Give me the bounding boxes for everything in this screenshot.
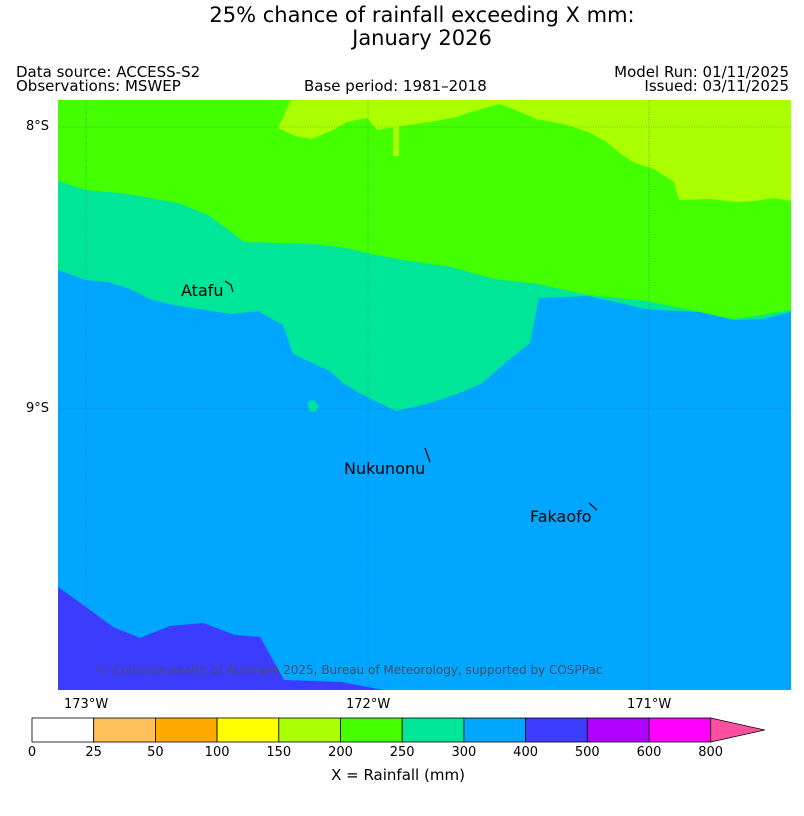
colorbar-swatch-5 [340,717,403,743]
colorbar-tick-0: 0 [27,745,37,760]
zone-150-200-strip [393,125,399,156]
colorbar-swatch-1 [93,717,156,743]
colorbar-tick-500: 500 [574,745,600,760]
colorbar-swatch-4 [278,717,341,743]
lon-label-171w: 171°W [627,697,672,712]
atafu-marker [224,280,234,293]
colorbar-swatch-2 [155,717,218,743]
colorbar-swatch-6 [401,717,465,743]
issued-date: Issued: 03/11/2025 [644,77,789,95]
colorbar-tick-800: 800 [698,745,724,760]
copyright-notice: © Commonwealth of Australia 2025, Bureau… [97,663,603,677]
colorbar-tick-200: 200 [328,745,353,760]
colorbar-swatch-3 [216,717,280,743]
observations: Observations: MSWEP [16,77,181,95]
base-period: Base period: 1981–2018 [304,77,487,95]
colorbar-swatch-9 [586,717,650,743]
zone-150-200 [278,100,791,202]
place-label-atafu: Atafu [181,281,224,300]
colorbar-tick-50: 50 [147,745,164,760]
colorbar-swatch-7 [463,717,526,743]
colorbar-tick-150: 150 [266,745,292,760]
colorbar-extend-arrow [710,717,765,743]
map-title-line2: January 2026 [352,26,492,50]
zone-400-500 [58,587,383,690]
data-source: Data source: ACCESS-S2 [16,63,201,81]
fakaofo-marker [588,502,598,511]
island-markers [224,280,598,511]
place-label-fakaofo: Fakaofo [530,507,592,526]
colorbar-tick-400: 400 [513,745,538,760]
colorbar-axis-label: X = Rainfall (mm) [331,766,465,784]
lat-label-8s: 8°S [26,119,50,134]
rainfall-map[interactable] [58,100,791,690]
model-run: Model Run: 01/11/2025 [614,63,789,81]
lat-label-9s: 9°S [26,401,50,416]
map-title-line1: 25% chance of rainfall exceeding X mm: [209,3,635,27]
colorbar-tick-100: 100 [204,745,230,760]
colorbar-tick-25: 25 [85,745,102,760]
colorbar-swatch-0 [31,717,95,743]
lon-label-172w: 172°W [346,697,391,712]
lon-label-173w: 173°W [64,697,109,712]
colorbar-swatch-8 [525,717,588,743]
place-label-nukunonu: Nukunonu [344,459,426,478]
zone-200-250 [58,100,791,319]
nukunonu-marker [424,447,431,463]
colorbar-tick-250: 250 [389,745,415,760]
colorbar-swatch-10 [648,717,712,743]
colorbar-tick-300: 300 [451,745,477,760]
colorbar [31,717,765,743]
colorbar-tick-600: 600 [636,745,662,760]
